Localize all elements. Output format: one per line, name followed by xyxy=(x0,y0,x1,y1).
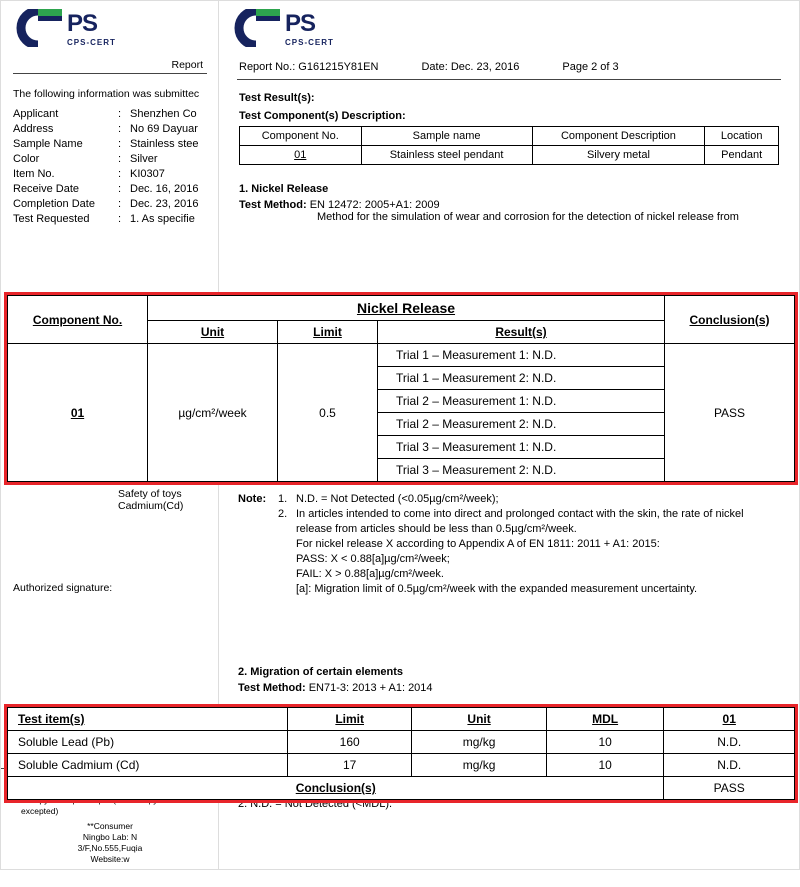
td-trial: Trial 2 – Measurement 2: N.D. xyxy=(378,413,665,436)
info-value: Stainless stee xyxy=(130,138,207,150)
safety-text: Safety of toys xyxy=(118,488,207,500)
test-method: EN 12472: 2005+A1: 2009 xyxy=(310,199,440,211)
th-location: Location xyxy=(705,127,779,146)
test-results-title: Test Result(s): xyxy=(239,92,779,104)
td-trial: Trial 3 – Measurement 2: N.D. xyxy=(378,459,665,482)
intro-text: The following information was submittec xyxy=(13,88,207,100)
info-value: KI0307 xyxy=(130,168,207,180)
info-label: Item No. xyxy=(13,168,118,180)
info-row: Completion Date:Dec. 23, 2016 xyxy=(13,198,207,210)
info-label: Receive Date xyxy=(13,183,118,195)
migration-section: 2. Migration of certain elements Test Me… xyxy=(238,660,790,694)
nickel-title: 1. Nickel Release xyxy=(239,183,779,195)
td-limit: 0.5 xyxy=(278,344,378,482)
td-location: Pendant xyxy=(705,146,779,165)
info-value: Dec. 23, 2016 xyxy=(130,198,207,210)
info-row: Address:No 69 Dayuar xyxy=(13,123,207,135)
th-limit: Limit xyxy=(278,321,378,344)
logo-text-small: CPS-CERT xyxy=(67,38,116,47)
auth-signature-label: Authorized signature: xyxy=(13,582,207,594)
td-item: Soluble Lead (Pb) xyxy=(8,731,288,754)
th-results: Result(s) xyxy=(378,321,665,344)
info-label: Sample Name xyxy=(13,138,118,150)
info-label: Test Requested xyxy=(13,213,118,225)
page-indicator: Page 2 of 3 xyxy=(562,61,618,73)
info-row: Applicant:Shenzhen Co xyxy=(13,108,207,120)
logo-icon xyxy=(231,9,281,47)
cadmium-text: Cadmium(Cd) xyxy=(118,500,207,512)
td-trial: Trial 1 – Measurement 1: N.D. xyxy=(378,344,665,367)
info-value: Dec. 16, 2016 xyxy=(130,183,207,195)
migration-box: Test item(s) Limit Unit MDL 01 Soluble L… xyxy=(4,704,798,803)
report-no: Report No.: G161215Y81EN xyxy=(239,61,378,73)
td-item: Soluble Cadmium (Cd) xyxy=(8,754,288,777)
td-comp-desc: Silvery metal xyxy=(532,146,705,165)
td-conclusion: PASS xyxy=(664,777,795,800)
logo-icon xyxy=(13,9,63,47)
test-method-desc: Method for the simulation of wear and co… xyxy=(317,211,779,223)
th-component-no: Component No. xyxy=(8,296,148,344)
logo: PS CPS-CERT xyxy=(219,1,799,55)
td-trial: Trial 2 – Measurement 1: N.D. xyxy=(378,390,665,413)
info-value: Silver xyxy=(130,153,207,165)
report-date: Date: Dec. 23, 2016 xyxy=(421,61,519,73)
test-comp-desc-title: Test Component(s) Description: xyxy=(239,110,779,122)
test-method-label: Test Method: xyxy=(239,199,307,211)
info-value: Shenzhen Co xyxy=(130,108,207,120)
nickel-release-box: Component No. Nickel Release Conclusion(… xyxy=(4,292,798,485)
report-label: Report xyxy=(13,59,207,71)
th-comp-desc: Component Description xyxy=(532,127,705,146)
info-row: Sample Name:Stainless stee xyxy=(13,138,207,150)
td-trial: Trial 1 – Measurement 2: N.D. xyxy=(378,367,665,390)
page2-header: Report No.: G161215Y81EN Date: Dec. 23, … xyxy=(219,55,799,79)
component-table: Component No. Sample name Component Desc… xyxy=(239,126,779,165)
td-trial: Trial 3 – Measurement 1: N.D. xyxy=(378,436,665,459)
info-label: Address xyxy=(13,123,118,135)
th-nickel-release: Nickel Release xyxy=(148,296,665,321)
th-sample-name: Sample name xyxy=(361,127,532,146)
info-label: Color xyxy=(13,153,118,165)
th-unit: Unit xyxy=(148,321,278,344)
th-comp-no: Component No. xyxy=(240,127,362,146)
migration-table: Test item(s) Limit Unit MDL 01 Soluble L… xyxy=(7,707,795,800)
info-row: Item No.:KI0307 xyxy=(13,168,207,180)
td-sample-name: Stainless steel pendant xyxy=(361,146,532,165)
td-conclusion: PASS xyxy=(665,344,795,482)
th-mdl: MDL xyxy=(546,708,664,731)
th-conclusions: Conclusion(s) xyxy=(665,296,795,344)
info-row: Test Requested:1. As specifie xyxy=(13,213,207,225)
td-comp-no: 01 xyxy=(8,344,148,482)
nickel-notes: Note: 1. N.D. = Not Detected (<0.05µg/cm… xyxy=(238,490,790,598)
td-comp-no: 01 xyxy=(240,146,362,165)
nickel-release-table: Component No. Nickel Release Conclusion(… xyxy=(7,295,795,482)
info-row: Color:Silver xyxy=(13,153,207,165)
info-value: 1. As specifie xyxy=(130,213,207,225)
th-limit: Limit xyxy=(288,708,412,731)
logo-text-big: PS xyxy=(67,10,116,38)
info-label: Applicant xyxy=(13,108,118,120)
info-value: No 69 Dayuar xyxy=(130,123,207,135)
th-unit: Unit xyxy=(412,708,546,731)
migration-title: 2. Migration of certain elements xyxy=(238,666,790,678)
th-01: 01 xyxy=(664,708,795,731)
th-test-items: Test item(s) xyxy=(8,708,288,731)
td-unit: µg/cm²/week xyxy=(148,344,278,482)
info-row: Receive Date:Dec. 16, 2016 xyxy=(13,183,207,195)
logo: PS CPS-CERT xyxy=(1,1,219,55)
info-label: Completion Date xyxy=(13,198,118,210)
migration-method-label: Test Method: xyxy=(238,682,306,694)
th-conclusions: Conclusion(s) xyxy=(8,777,664,800)
migration-method: EN71-3: 2013 + A1: 2014 xyxy=(309,682,433,694)
